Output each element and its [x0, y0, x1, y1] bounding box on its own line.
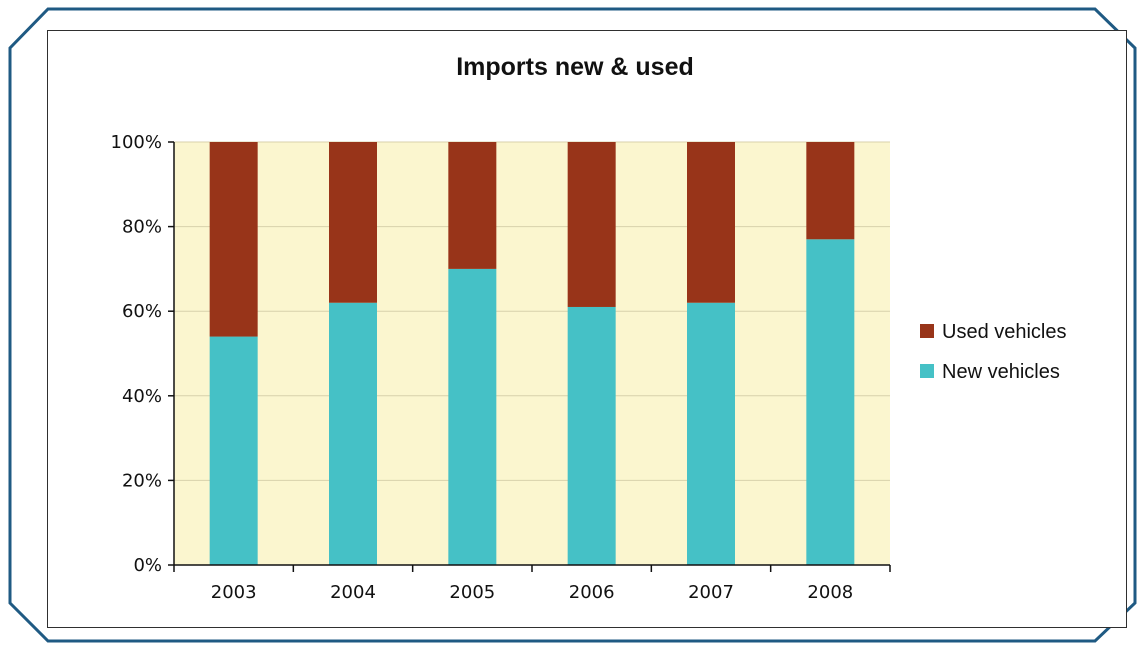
y-tick-label: 20% — [122, 470, 162, 491]
y-tick-label: 40% — [122, 386, 162, 407]
legend-swatch — [920, 324, 934, 338]
frame-outline — [8, 7, 1137, 643]
x-tick-label: 2006 — [569, 582, 615, 603]
bar-used-2005 — [448, 142, 497, 269]
bar-new-2005 — [448, 268, 497, 565]
legend-swatch — [920, 364, 934, 378]
bar-used-2008 — [806, 142, 855, 240]
x-tick-label: 2008 — [807, 582, 853, 603]
y-tick-label: 80% — [122, 217, 162, 238]
bars — [209, 142, 855, 566]
legend-label: New vehicles — [942, 361, 1060, 383]
y-tick-label: 60% — [122, 301, 162, 322]
bar-new-2003 — [209, 336, 258, 565]
chart-title: Imports new & used — [456, 53, 694, 81]
bar-new-2004 — [329, 302, 377, 565]
y-tick-label: 0% — [133, 555, 162, 576]
x-tick-label: 2004 — [330, 582, 376, 603]
x-tick-label: 2003 — [211, 582, 257, 603]
bar-new-2006 — [567, 306, 616, 565]
bar-used-2004 — [329, 142, 377, 303]
y-axis: 0% 20% 40% 60% 80% 100% — [111, 132, 175, 576]
bar-new-2008 — [806, 239, 855, 566]
bar-used-2007 — [687, 142, 735, 303]
gridlines — [174, 141, 890, 481]
legend: Used vehicles New vehicles — [920, 321, 1067, 383]
bar-new-2007 — [687, 302, 735, 565]
legend-label: Used vehicles — [942, 321, 1067, 343]
x-tick-label: 2007 — [688, 582, 734, 603]
x-axis: 2003 2004 2005 2006 2007 2008 — [173, 564, 891, 603]
bar-used-2003 — [209, 142, 258, 337]
bar-used-2006 — [567, 142, 616, 307]
plot-background — [174, 142, 890, 565]
y-tick-label: 100% — [111, 132, 162, 153]
x-tick-label: 2005 — [449, 582, 495, 603]
